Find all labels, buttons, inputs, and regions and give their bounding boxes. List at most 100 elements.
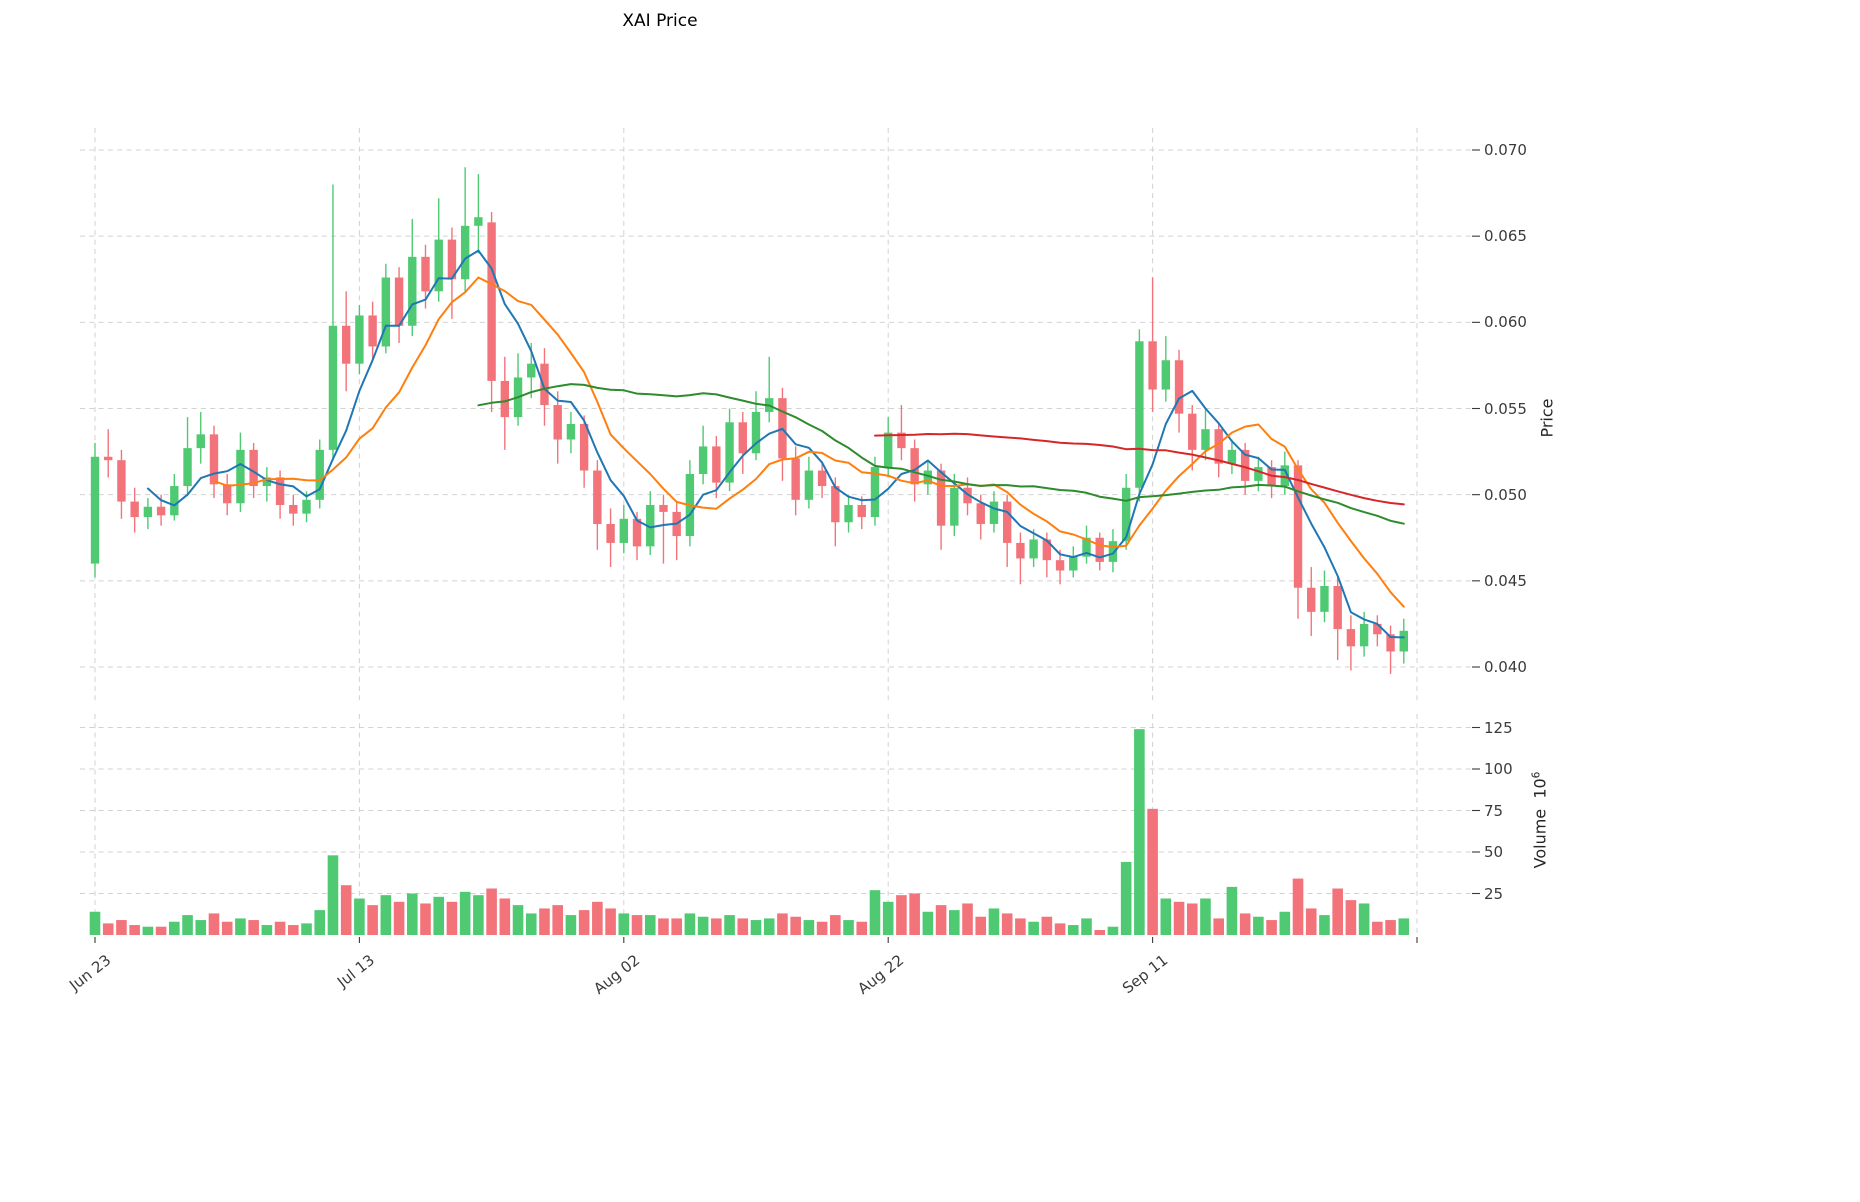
volume-bar	[539, 908, 550, 935]
volume-bar	[380, 895, 392, 935]
volume-bar	[261, 925, 273, 935]
candle-body	[355, 315, 364, 364]
volume-bar	[697, 916, 709, 935]
volume-bar	[1305, 908, 1317, 935]
candle-body	[791, 458, 800, 500]
candle-body	[1108, 541, 1118, 562]
price-axis-label-text: Price	[1537, 398, 1557, 438]
volume-bar	[1173, 901, 1185, 935]
volume-bar	[1081, 918, 1092, 935]
candle-body	[632, 518, 642, 547]
candle-body	[579, 424, 589, 471]
candle-body	[421, 256, 430, 292]
candle-body	[1240, 449, 1250, 481]
volume-bar	[882, 901, 894, 935]
candle-body	[897, 432, 906, 449]
candle-body	[606, 523, 615, 543]
volume-bar	[843, 920, 854, 935]
volume-bar	[1067, 925, 1079, 935]
volume-bar	[248, 920, 259, 935]
candle-body	[1042, 539, 1052, 561]
candle-body	[857, 505, 866, 518]
volume-bar	[420, 903, 431, 935]
candle-body	[527, 363, 536, 378]
volume-bar	[1094, 930, 1106, 935]
candle-body	[447, 239, 457, 280]
volume-bar	[354, 898, 365, 935]
candle-body	[738, 422, 747, 454]
price-tick-label: 0.045	[1484, 571, 1527, 590]
volume-bar	[592, 901, 603, 935]
candle-body	[1333, 586, 1342, 630]
candle-body	[474, 217, 483, 226]
candle-body	[196, 434, 205, 449]
candle-body	[434, 239, 443, 292]
volume-bar	[512, 905, 524, 935]
volume-bar	[1372, 921, 1383, 935]
volume-bar	[142, 926, 154, 935]
volume-bar	[644, 915, 656, 935]
volume-bar	[221, 921, 233, 935]
volume-bar	[367, 905, 378, 935]
price-tick-label: 0.055	[1484, 399, 1527, 418]
candle-body	[725, 422, 734, 483]
volume-bar	[473, 895, 484, 935]
ma-line-10	[213, 276, 1405, 608]
candle-body	[844, 505, 853, 523]
candle-body	[236, 449, 245, 504]
volume-bar	[1292, 878, 1304, 935]
candle-body	[619, 518, 628, 543]
candle-body	[817, 470, 827, 487]
candle-body	[804, 470, 814, 500]
candle-body	[831, 486, 840, 523]
volume-bar	[1398, 918, 1410, 935]
volume-bar	[1160, 898, 1172, 935]
candle-body	[408, 256, 417, 326]
volume-bar	[1001, 913, 1013, 935]
volume-bar	[1028, 921, 1039, 935]
candle-body	[1002, 501, 1012, 543]
candle-body	[223, 484, 232, 504]
volume-bar	[816, 921, 828, 935]
candle-body	[1227, 449, 1237, 464]
volume-tick-label: 100	[1484, 760, 1513, 778]
volume-bar	[1253, 916, 1264, 935]
candle-body	[1069, 556, 1078, 571]
volume-bar	[1239, 913, 1251, 935]
candle-body	[989, 501, 999, 524]
candle-body	[646, 505, 655, 547]
volume-bar	[1134, 729, 1145, 935]
volume-bar	[433, 896, 445, 935]
volume-bar	[1200, 898, 1211, 935]
volume-bar	[1319, 915, 1330, 935]
candle-body	[1293, 465, 1303, 588]
volume-bar	[869, 890, 881, 935]
candle-body	[170, 486, 179, 516]
volume-bar	[116, 920, 127, 935]
candle-body	[923, 470, 933, 485]
candle-body	[262, 477, 272, 487]
candle-body	[341, 325, 351, 364]
candle-body	[1082, 537, 1091, 557]
candle-body	[1254, 467, 1263, 481]
volume-bar	[896, 895, 907, 935]
candle-body	[950, 487, 959, 526]
volume-bar	[658, 918, 669, 935]
candle-body	[487, 222, 496, 381]
volume-bar	[1385, 920, 1396, 935]
volume-bar	[1107, 926, 1119, 935]
volume-bar	[1332, 888, 1343, 935]
volume-bar	[631, 915, 643, 935]
candle-body	[1280, 465, 1289, 487]
volume-bar	[1186, 903, 1198, 935]
volume-bar	[988, 908, 1000, 935]
candle-body	[976, 503, 985, 524]
candle-body	[1346, 629, 1356, 647]
volume-bar	[340, 885, 352, 935]
volume-bar	[962, 903, 973, 935]
chart-title: XAI Price	[622, 11, 698, 31]
volume-bar	[1147, 808, 1158, 935]
candle-body	[963, 487, 972, 504]
volume-bar	[1279, 911, 1291, 935]
